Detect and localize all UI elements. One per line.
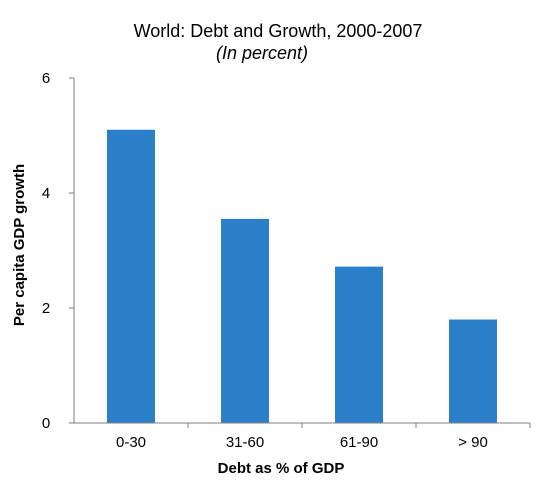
bars-group [107,129,497,423]
x-tick-label: 31-60 [226,434,264,451]
x-tick-label: 61-90 [340,434,378,451]
bar-1 [221,218,269,423]
chart-title: World: Debt and Growth, 2000-2007 [134,21,423,41]
x-axis-label: Debt as % of GDP [218,460,345,477]
bar-2 [335,266,383,423]
x-tick-label: 0-30 [116,434,146,451]
y-ticks-group: 0 2 4 6 [42,70,74,432]
y-tick-label: 6 [42,70,50,87]
y-axis-label: Per capita GDP growth [11,164,28,326]
y-tick-label: 4 [42,185,50,202]
bar-0 [107,129,155,423]
x-tick-label: > 90 [458,434,488,451]
x-ticks-group: 0-30 31-60 61-90 > 90 [116,423,531,451]
bar-3 [449,319,497,423]
y-tick-label: 0 [42,415,50,432]
chart-subtitle: (In percent) [216,43,308,63]
y-tick-label: 2 [42,300,50,317]
